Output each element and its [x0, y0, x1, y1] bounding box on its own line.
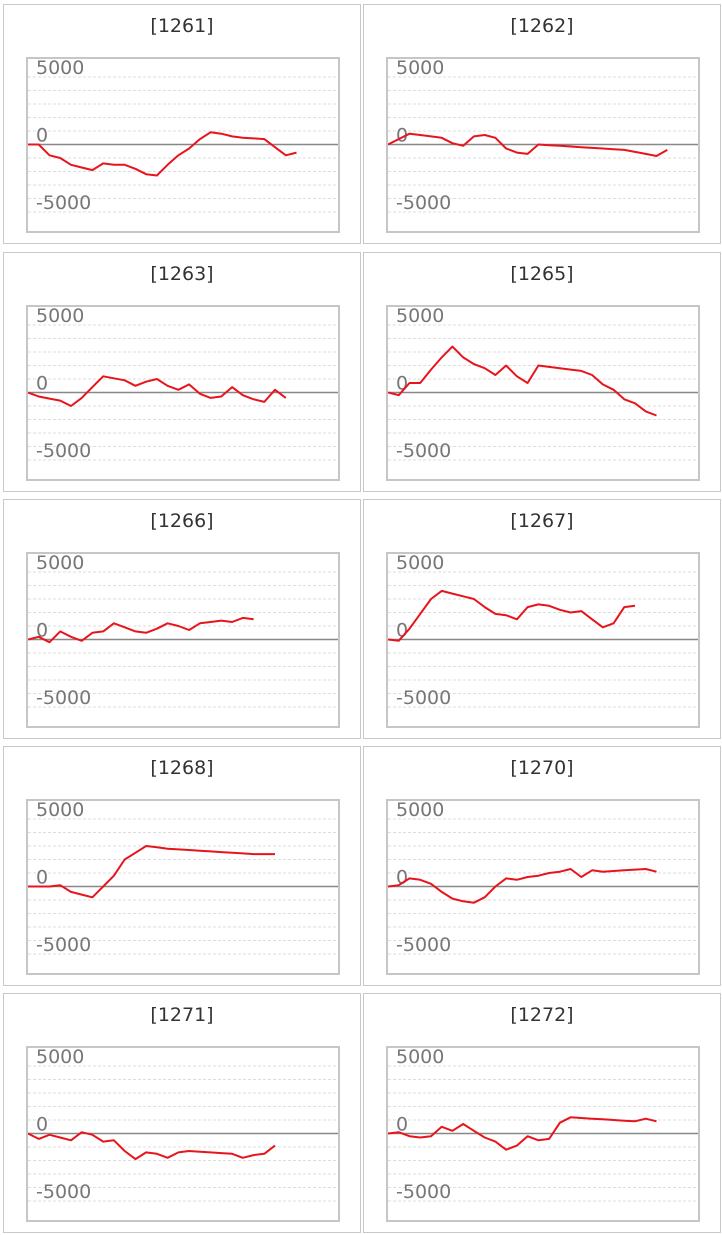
y-tick-label: 0 [36, 867, 48, 889]
line-chart: 5000 0 -5000 [388, 1048, 698, 1203]
plot-area: 5000 0 -5000 [26, 552, 340, 728]
plot-area: 5000 0 -5000 [386, 1046, 700, 1222]
chart-title: [1272] [510, 1004, 574, 1026]
y-tick-label: 5000 [36, 801, 84, 821]
y-tick-label: 5000 [36, 554, 84, 574]
line-chart: 5000 0 -5000 [388, 801, 698, 956]
y-tick-label: 5000 [36, 1048, 84, 1068]
line-chart: 5000 0 -5000 [28, 307, 338, 462]
y-tick-label: 0 [396, 1114, 408, 1136]
chart-panel: [1262] 5000 0 -5000 [363, 4, 721, 244]
series-line [28, 845, 275, 899]
y-tick-label: 0 [396, 125, 408, 147]
y-tick-label: -5000 [36, 440, 91, 462]
chart-title: [1271] [150, 1004, 214, 1026]
y-tick-label: -5000 [36, 192, 91, 214]
series-line [28, 616, 254, 644]
series-line [388, 132, 668, 157]
chart-panel: [1268] 5000 0 -5000 [3, 746, 361, 986]
series-line [28, 1131, 276, 1161]
chart-panel: [1265] 5000 0 -5000 [363, 252, 721, 492]
y-tick-label: 5000 [396, 1048, 444, 1068]
plot-area: 5000 0 -5000 [26, 799, 340, 975]
y-tick-label: 5000 [396, 59, 444, 79]
line-chart: 5000 0 -5000 [388, 554, 698, 709]
y-tick-label: -5000 [396, 440, 451, 462]
chart-title: [1266] [150, 510, 214, 532]
line-chart: 5000 0 -5000 [388, 59, 698, 214]
y-tick-label: -5000 [36, 934, 91, 956]
y-tick-label: 5000 [396, 307, 444, 327]
chart-panel: [1266] 5000 0 -5000 [3, 499, 361, 739]
line-chart: 5000 0 -5000 [28, 1048, 338, 1203]
series-line [28, 375, 287, 407]
chart-panel: [1270] 5000 0 -5000 [363, 746, 721, 986]
y-tick-label: 5000 [396, 554, 444, 574]
plot-area: 5000 0 -5000 [26, 305, 340, 481]
chart-panel: [1263] 5000 0 -5000 [3, 252, 361, 492]
y-tick-label: -5000 [396, 934, 451, 956]
y-tick-label: -5000 [396, 1181, 451, 1203]
y-tick-label: 0 [36, 1114, 48, 1136]
plot-area: 5000 0 -5000 [386, 57, 700, 233]
plot-area: 5000 0 -5000 [26, 57, 340, 233]
y-tick-label: -5000 [36, 687, 91, 709]
chart-title: [1268] [150, 757, 214, 779]
y-tick-label: 0 [396, 620, 408, 642]
series-line [388, 589, 636, 642]
y-tick-label: 0 [36, 125, 48, 147]
chart-title: [1267] [510, 510, 574, 532]
plot-area: 5000 0 -5000 [386, 552, 700, 728]
plot-area: 5000 0 -5000 [386, 799, 700, 975]
chart-title: [1265] [510, 263, 574, 285]
chart-title: [1262] [510, 15, 574, 37]
y-tick-label: -5000 [36, 1181, 91, 1203]
series-line [28, 131, 297, 177]
y-tick-label: -5000 [396, 687, 451, 709]
chart-panel: [1267] 5000 0 -5000 [363, 499, 721, 739]
series-line [388, 345, 657, 417]
y-tick-label: 0 [36, 373, 48, 395]
y-tick-label: 5000 [36, 307, 84, 327]
y-tick-label: 5000 [396, 801, 444, 821]
plot-area: 5000 0 -5000 [26, 1046, 340, 1222]
chart-panel: [1271] 5000 0 -5000 [3, 993, 361, 1233]
line-chart: 5000 0 -5000 [28, 801, 338, 956]
series-line [388, 868, 657, 904]
chart-panel: [1272] 5000 0 -5000 [363, 993, 721, 1233]
series-line [388, 1116, 657, 1151]
y-tick-label: -5000 [396, 192, 451, 214]
line-chart: 5000 0 -5000 [28, 59, 338, 214]
y-tick-label: 0 [396, 867, 408, 889]
chart-title: [1261] [150, 15, 214, 37]
plot-area: 5000 0 -5000 [386, 305, 700, 481]
chart-title: [1263] [150, 263, 214, 285]
chart-title: [1270] [510, 757, 574, 779]
y-tick-label: 5000 [36, 59, 84, 79]
chart-panel: [1261] 5000 0 -5000 [3, 4, 361, 244]
